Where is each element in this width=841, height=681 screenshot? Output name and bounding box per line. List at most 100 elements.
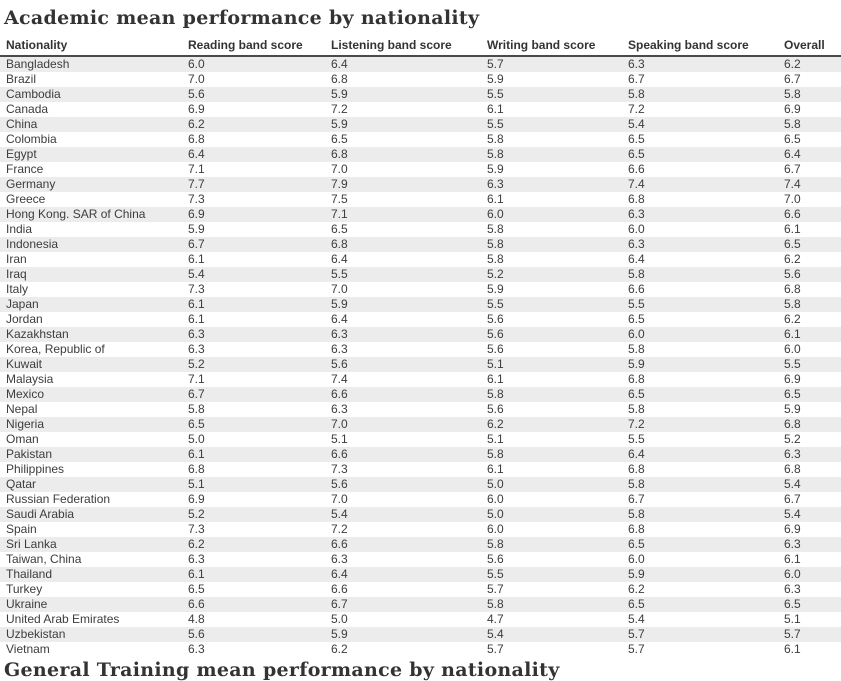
nationality-cell: Taiwan, China xyxy=(6,552,82,566)
score-cell: 6.1 xyxy=(487,102,504,116)
table-row: Philippines 6.8 7.3 6.1 6.8 6.8 xyxy=(0,462,841,477)
nationality-cell: Uzbekistan xyxy=(6,627,66,641)
table-row: Spain 7.3 7.2 6.0 6.8 6.9 xyxy=(0,522,841,537)
score-cell: 6.8 xyxy=(628,372,645,386)
score-cell: 5.9 xyxy=(331,627,348,641)
nationality-cell: Japan xyxy=(6,297,39,311)
score-cell: 6.4 xyxy=(331,312,348,326)
table-row: Vietnam 6.3 6.2 5.7 5.7 6.1 xyxy=(0,642,841,657)
score-cell: 5.8 xyxy=(487,387,504,401)
score-cell: 7.4 xyxy=(331,372,348,386)
score-cell: 6.3 xyxy=(784,582,801,596)
score-cell: 7.9 xyxy=(331,177,348,191)
table-row: Bangladesh 6.0 6.4 5.7 6.3 6.2 xyxy=(0,56,841,72)
score-cell: 6.5 xyxy=(784,237,801,251)
score-cell: 6.0 xyxy=(487,207,504,221)
score-cell: 7.0 xyxy=(188,72,205,86)
score-cell: 5.6 xyxy=(188,627,205,641)
score-cell: 6.3 xyxy=(628,57,645,71)
score-cell: 6.3 xyxy=(188,327,205,341)
nationality-cell: Colombia xyxy=(6,132,57,146)
column-header-nationality: Nationality xyxy=(0,36,188,57)
score-cell: 5.0 xyxy=(331,612,348,626)
score-cell: 6.1 xyxy=(188,447,205,461)
score-cell: 5.6 xyxy=(487,342,504,356)
score-cell: 6.2 xyxy=(487,417,504,431)
column-header-reading: Reading band score xyxy=(188,36,331,57)
score-cell: 6.6 xyxy=(331,447,348,461)
score-cell: 7.4 xyxy=(784,177,801,191)
table-row: Hong Kong. SAR of China 6.9 7.1 6.0 6.3 6.6 xyxy=(0,207,841,222)
score-cell: 5.9 xyxy=(784,402,801,416)
score-cell: 7.7 xyxy=(188,177,205,191)
score-cell: 5.9 xyxy=(628,567,645,581)
score-cell: 6.8 xyxy=(331,147,348,161)
score-cell: 5.8 xyxy=(487,252,504,266)
score-cell: 6.1 xyxy=(487,372,504,386)
score-cell: 6.4 xyxy=(331,252,348,266)
score-cell: 6.3 xyxy=(188,342,205,356)
table-row: Japan 6.1 5.9 5.5 5.5 5.8 xyxy=(0,297,841,312)
nationality-cell: Mexico xyxy=(6,387,45,401)
score-cell: 7.2 xyxy=(628,102,645,116)
score-cell: 5.1 xyxy=(784,612,801,626)
score-cell: 5.2 xyxy=(784,432,801,446)
score-cell: 5.6 xyxy=(487,402,504,416)
score-cell: 6.0 xyxy=(628,327,645,341)
score-cell: 6.5 xyxy=(628,312,645,326)
nationality-cell: Kazakhstan xyxy=(6,327,69,341)
score-cell: 6.2 xyxy=(784,312,801,326)
score-cell: 5.9 xyxy=(487,72,504,86)
table-row: Kazakhstan 6.3 6.3 5.6 6.0 6.1 xyxy=(0,327,841,342)
score-cell: 6.7 xyxy=(628,72,645,86)
score-cell: 6.2 xyxy=(628,582,645,596)
table-header: Nationality Reading band score Listening… xyxy=(0,36,841,57)
nationality-cell: Oman xyxy=(6,432,39,446)
score-cell: 5.6 xyxy=(331,357,348,371)
score-cell: 6.4 xyxy=(188,147,205,161)
table-row: Egypt 6.4 6.8 5.8 6.5 6.4 xyxy=(0,147,841,162)
score-cell: 5.7 xyxy=(487,57,504,71)
nationality-cell: Cambodia xyxy=(6,87,61,101)
nationality-cell: China xyxy=(6,117,38,131)
score-cell: 6.5 xyxy=(188,417,205,431)
score-cell: 6.7 xyxy=(628,492,645,506)
score-cell: 5.1 xyxy=(487,432,504,446)
score-cell: 5.5 xyxy=(628,432,645,446)
score-cell: 5.4 xyxy=(784,507,801,521)
score-cell: 7.3 xyxy=(188,282,205,296)
nationality-cell: India xyxy=(6,222,33,236)
score-cell: 6.0 xyxy=(487,522,504,536)
score-cell: 7.0 xyxy=(784,192,801,206)
nationality-cell: Brazil xyxy=(6,72,37,86)
score-cell: 6.7 xyxy=(188,237,205,251)
score-cell: 5.8 xyxy=(487,237,504,251)
score-cell: 6.9 xyxy=(188,492,205,506)
score-cell: 6.3 xyxy=(628,237,645,251)
score-cell: 5.9 xyxy=(628,357,645,371)
score-cell: 5.8 xyxy=(628,402,645,416)
nationality-cell: Russian Federation xyxy=(6,492,111,506)
score-cell: 6.8 xyxy=(784,417,801,431)
score-cell: 5.8 xyxy=(487,447,504,461)
score-cell: 7.3 xyxy=(188,522,205,536)
score-cell: 6.1 xyxy=(188,312,205,326)
score-cell: 5.8 xyxy=(487,132,504,146)
table-row: Kuwait 5.2 5.6 5.1 5.9 5.5 xyxy=(0,357,841,372)
table-row: Russian Federation 6.9 7.0 6.0 6.7 6.7 xyxy=(0,492,841,507)
score-cell: 5.8 xyxy=(188,402,205,416)
score-cell: 5.8 xyxy=(628,267,645,281)
score-cell: 6.3 xyxy=(784,447,801,461)
table-row: Turkey 6.5 6.6 5.7 6.2 6.3 xyxy=(0,582,841,597)
score-cell: 5.8 xyxy=(487,222,504,236)
table-row: Thailand 6.1 6.4 5.5 5.9 6.0 xyxy=(0,567,841,582)
score-cell: 7.5 xyxy=(331,192,348,206)
score-cell: 7.0 xyxy=(331,282,348,296)
score-cell: 6.3 xyxy=(628,207,645,221)
table-row: Iraq 5.4 5.5 5.2 5.8 5.6 xyxy=(0,267,841,282)
nationality-cell: Philippines xyxy=(6,462,65,476)
score-cell: 5.8 xyxy=(784,297,801,311)
table-row: Malaysia 7.1 7.4 6.1 6.8 6.9 xyxy=(0,372,841,387)
score-cell: 5.4 xyxy=(331,507,348,521)
score-cell: 6.1 xyxy=(784,327,801,341)
